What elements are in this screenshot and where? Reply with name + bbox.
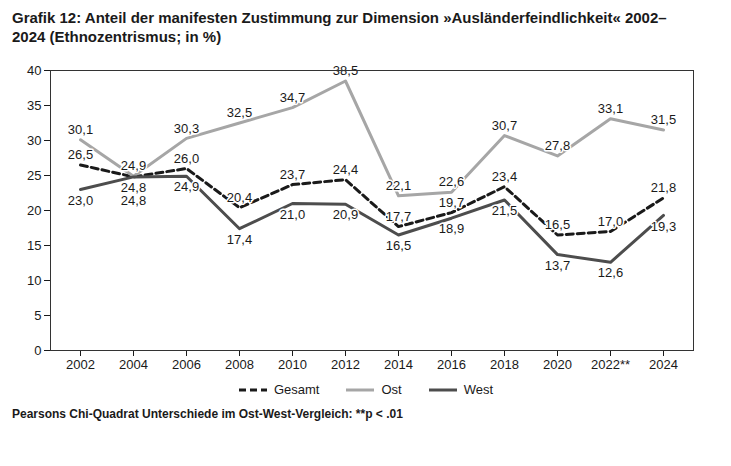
html-text:Gesamt: Gesamt	[273, 382, 320, 397]
svg-text:24,4: 24,4	[333, 162, 358, 177]
svg-text:31,5: 31,5	[651, 112, 676, 127]
svg-text:30: 30	[27, 133, 41, 148]
svg-text:2020: 2020	[543, 357, 572, 372]
svg-text:18,9: 18,9	[439, 221, 464, 236]
svg-text:38,5: 38,5	[332, 63, 359, 79]
svg-text:2002: 2002	[66, 357, 95, 372]
svg-text:19,3: 19,3	[651, 219, 676, 234]
svg-text:22,1: 22,1	[386, 178, 411, 193]
svg-text:2008: 2008	[225, 357, 254, 372]
svg-text:30,7: 30,7	[492, 118, 517, 133]
svg-text:2014: 2014	[384, 357, 413, 372]
svg-text:20: 20	[27, 203, 41, 218]
svg-text:17,4: 17,4	[227, 232, 252, 247]
svg-text:26,0: 26,0	[174, 151, 199, 166]
svg-text:22,6: 22,6	[439, 174, 464, 189]
svg-text:30,3: 30,3	[174, 121, 199, 136]
svg-text:40: 40	[27, 63, 41, 78]
svg-text:10: 10	[27, 273, 41, 288]
svg-text:21,0: 21,0	[280, 207, 305, 222]
svg-text:35: 35	[27, 98, 41, 113]
svg-text:2024: 2024	[649, 357, 678, 372]
svg-text:2004: 2004	[119, 357, 148, 372]
svg-text:5: 5	[34, 308, 41, 323]
svg-text:30,1: 30,1	[68, 122, 93, 137]
svg-text:21,5: 21,5	[492, 203, 517, 218]
svg-text:17,7: 17,7	[386, 209, 411, 224]
svg-text:24,8: 24,8	[120, 180, 147, 196]
svg-text:25: 25	[27, 168, 41, 183]
svg-text:20,4: 20,4	[227, 190, 252, 205]
svg-text:2012: 2012	[331, 357, 360, 372]
svg-text:34,7: 34,7	[280, 90, 305, 105]
svg-text:23,4: 23,4	[492, 169, 517, 184]
svg-text:2006: 2006	[172, 357, 201, 372]
svg-text:2022**: 2022**	[591, 357, 630, 372]
svg-text:2018: 2018	[490, 357, 519, 372]
html-text:Grafik 12: Anteil der manifest: Grafik 12: Anteil der manifesten Zustimm…	[12, 9, 667, 45]
svg-text:23,0: 23,0	[68, 193, 93, 208]
svg-text:24,9: 24,9	[121, 158, 146, 173]
svg-text:17,0: 17,0	[598, 214, 623, 229]
svg-text:20,9: 20,9	[333, 207, 358, 222]
html-text:Ost: Ost	[381, 382, 402, 397]
svg-text:21,8: 21,8	[651, 180, 676, 195]
svg-text:24,9: 24,9	[174, 179, 199, 194]
svg-text:23,7: 23,7	[280, 167, 305, 182]
svg-text:2016: 2016	[437, 357, 466, 372]
svg-text:2010: 2010	[278, 357, 307, 372]
svg-text:19,7: 19,7	[439, 195, 464, 210]
svg-text:12,6: 12,6	[598, 265, 623, 280]
svg-text:15: 15	[27, 238, 41, 253]
svg-text:27,8: 27,8	[545, 138, 570, 153]
html-text:Pearsons Chi-Quadrat Unterschi: Pearsons Chi-Quadrat Unterschiede im Ost…	[12, 407, 403, 421]
svg-text:0: 0	[34, 343, 41, 358]
svg-text:24,8: 24,8	[121, 193, 146, 208]
svg-text:32,5: 32,5	[227, 105, 252, 120]
svg-text:33,1: 33,1	[598, 101, 623, 116]
html-text:West: West	[463, 382, 494, 397]
svg-text:13,7: 13,7	[545, 258, 570, 273]
svg-text:16,5: 16,5	[545, 217, 570, 232]
svg-text:16,5: 16,5	[386, 238, 411, 253]
svg-text:26,5: 26,5	[68, 147, 93, 162]
